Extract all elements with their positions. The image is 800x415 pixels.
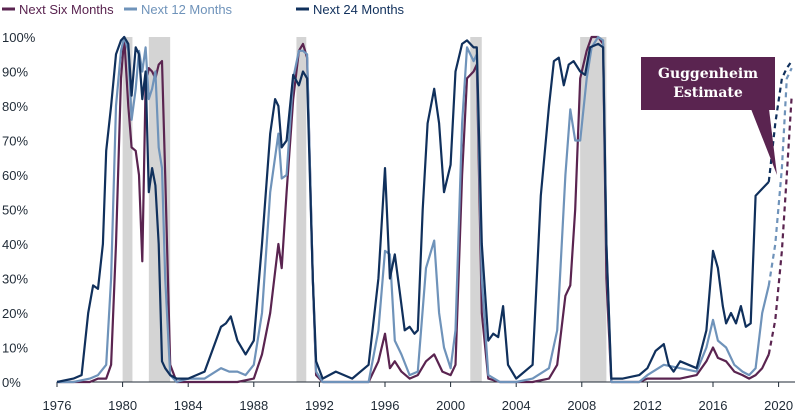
- recession-bar-1: [122, 37, 133, 382]
- x-tick-label: 2020: [764, 398, 793, 413]
- y-tick-label: 60%: [2, 168, 28, 183]
- y-tick-label: 20%: [2, 306, 28, 321]
- recession-bar-5: [580, 37, 607, 382]
- x-tick-label: 1996: [371, 398, 400, 413]
- series-estimate-line-next-six-months: [767, 95, 793, 355]
- y-tick-label: 90%: [2, 65, 28, 80]
- x-tick-label: 1988: [239, 398, 268, 413]
- y-tick-label: 100%: [2, 30, 36, 45]
- annotation-text-line: Estimate: [673, 85, 743, 101]
- annotation-text-line: Guggenheim: [658, 66, 758, 82]
- legend-label-next-24-months: Next 24 Months: [313, 2, 405, 17]
- x-tick-label: 1992: [305, 398, 334, 413]
- recession-bar-3: [296, 37, 307, 382]
- y-tick-label: 40%: [2, 237, 28, 252]
- series-layer: [56, 35, 793, 384]
- annotation: Guggenheim Estimate: [641, 57, 777, 175]
- y-tick-label: 30%: [2, 272, 28, 287]
- x-tick-label: 1976: [43, 398, 72, 413]
- series-estimate-line-next-12-months: [767, 67, 793, 286]
- annotation-pointer: [751, 109, 777, 175]
- legend-label-next-six-months: Next Six Months: [19, 2, 114, 17]
- x-tick-label: 2012: [633, 398, 662, 413]
- series-line-next-24-months: [56, 35, 770, 384]
- x-tick-label: 1980: [108, 398, 137, 413]
- y-tick-label: 0%: [2, 375, 21, 390]
- x-tick-label: 2008: [567, 398, 596, 413]
- y-tick-label: 80%: [2, 99, 28, 114]
- x-tick-label: 2000: [436, 398, 465, 413]
- recession-bar-4: [470, 37, 482, 382]
- y-tick-label: 50%: [2, 203, 28, 218]
- annotation-box: [641, 57, 775, 110]
- y-tick-label: 10%: [2, 341, 28, 356]
- x-tick-label: 2016: [699, 398, 728, 413]
- x-tick-label: 1984: [174, 398, 203, 413]
- x-tick-label: 2004: [502, 398, 531, 413]
- axes-layer: 0% 10% 20% 30% 40% 50% 60% 70% 80% 90% 100% 1976 198…: [2, 30, 795, 413]
- legend-label-next-12-months: Next 12 Months: [141, 2, 233, 17]
- series-estimate-line-next-24-months: [767, 60, 793, 183]
- legend: Next Six Months Next 12 Months Next 24 Mon…: [2, 2, 405, 17]
- y-tick-label: 70%: [2, 134, 28, 149]
